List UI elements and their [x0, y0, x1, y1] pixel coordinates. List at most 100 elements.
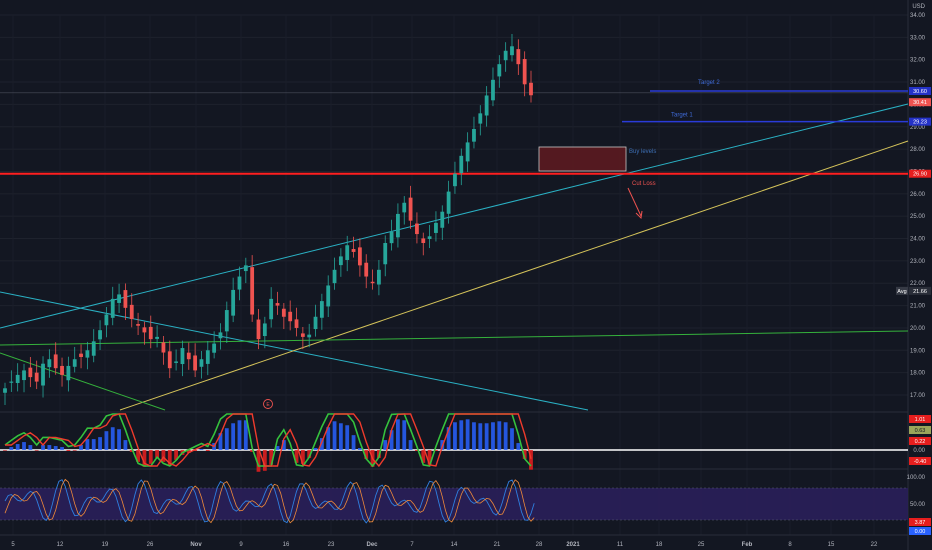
candle-body	[212, 343, 217, 353]
y-tick-label: 17.00	[910, 393, 926, 399]
candle-body	[60, 365, 64, 375]
candle-body	[389, 231, 394, 244]
macd-histogram-bar	[484, 423, 489, 450]
candle-body	[136, 324, 140, 326]
macd-histogram-bar	[472, 422, 476, 450]
y-tick-label: 29.00	[910, 125, 926, 131]
avg-value-text: 21.66	[913, 289, 927, 295]
macd-tag-5-text: -0.40	[914, 459, 927, 465]
buy-levels-box	[538, 146, 627, 172]
x-tick-label: 8	[788, 542, 792, 548]
macd-histogram-bar	[79, 445, 83, 450]
macd-histogram-bar	[427, 450, 432, 465]
x-tick-label: 16	[283, 542, 290, 548]
macd-histogram-bar	[503, 422, 508, 450]
candle-body	[161, 342, 166, 353]
macd-tag-2-text: 0.63	[915, 428, 926, 434]
x-tick-label: 23	[328, 542, 335, 548]
candle-body	[516, 49, 521, 65]
target1-label: Target 1	[671, 113, 693, 119]
y-tick-label: 25.00	[910, 214, 926, 220]
candle-body	[510, 46, 514, 56]
candle-body	[307, 334, 312, 338]
last-price-tag-text: 30.41	[913, 100, 927, 106]
macd-histogram-bar	[155, 450, 159, 458]
candle-body	[117, 294, 121, 303]
macd-histogram-bar	[91, 439, 96, 450]
green-trendline	[0, 352, 166, 411]
candle-body	[22, 370, 26, 381]
candle-body	[34, 372, 39, 382]
candle-body	[15, 374, 20, 384]
cut-loss-arrow	[627, 187, 642, 217]
macd-histogram-bar	[338, 423, 343, 450]
macd-histogram-bar	[148, 450, 153, 464]
target1-tag-text: 29.23	[913, 120, 927, 126]
candle-body	[193, 355, 198, 371]
candle-body	[262, 323, 267, 337]
macd-histogram-bar	[345, 425, 350, 450]
target2-tag-bg	[909, 86, 931, 95]
candle-body	[421, 238, 426, 243]
y-tick-label: 24.00	[910, 237, 926, 243]
macd-histogram-bar	[22, 442, 26, 450]
macd-zero-tick: 0.00	[913, 448, 925, 454]
candle-body	[345, 245, 350, 260]
macd-histogram-bar	[415, 450, 419, 451]
macd-tag-1: 1.01	[909, 415, 931, 423]
x-tick-label: Dec	[366, 542, 378, 548]
macd-histogram-bar	[142, 450, 147, 467]
candle-body	[205, 350, 210, 364]
macd-histogram-bar	[34, 450, 39, 451]
y-tick-label: 31.00	[910, 80, 926, 86]
macd-histogram-bar	[41, 445, 45, 450]
macd-tag-1-bg	[909, 415, 931, 423]
candle-body	[91, 341, 96, 356]
candle-body	[180, 348, 185, 365]
macd-histogram-bar	[288, 449, 293, 450]
x-tick-label: 21	[494, 542, 501, 548]
macd-histogram-bar	[313, 448, 318, 450]
candle-body	[294, 319, 299, 328]
x-tick-label: 7	[410, 542, 414, 548]
macd-tag-2-bg	[909, 426, 931, 434]
avg-tag: Avg 21.66	[896, 286, 931, 295]
macd-histogram-bar	[129, 450, 134, 452]
candle-body	[275, 303, 280, 306]
candle-body	[357, 247, 362, 266]
macd-histogram-bar	[161, 450, 166, 462]
candle-body	[79, 353, 83, 357]
cut-loss-tag-bg	[909, 169, 931, 178]
green-horizontal-line	[0, 330, 909, 346]
stoch-d-line	[4, 478, 535, 524]
candle-body	[313, 316, 318, 330]
candle-body	[459, 155, 464, 174]
macd-tag-1-text: 1.01	[915, 417, 926, 423]
stoch-tag-2-bg	[909, 527, 931, 535]
macd-histogram-bar	[434, 450, 438, 451]
macd-histogram-bar	[53, 446, 58, 450]
macd-histogram-bar	[218, 433, 223, 450]
macd-signal-line	[5, 413, 532, 468]
macd-histogram-bar	[98, 437, 102, 450]
avg-label-bg	[896, 286, 908, 295]
candle-body	[104, 314, 109, 326]
candle-body	[224, 310, 229, 332]
macd-histogram-bar	[256, 450, 261, 472]
x-tick-label: 9	[239, 542, 243, 548]
macd-histogram-bar	[262, 450, 267, 471]
macd-histogram-bar	[15, 444, 20, 450]
macd-histogram-bar	[465, 419, 470, 450]
macd-histogram-bar	[174, 450, 179, 460]
candle-body	[237, 276, 242, 290]
macd-histogram-bar	[529, 450, 533, 470]
macd-histogram-bar	[60, 447, 64, 450]
candle-body	[288, 311, 293, 322]
macd-histogram-bar	[250, 450, 255, 452]
y-tick-label: 28.00	[910, 147, 926, 153]
macd-histogram-bar	[453, 422, 457, 450]
x-tick-label: 26	[147, 542, 154, 548]
macd-histogram-bar	[300, 450, 305, 464]
cut-loss-tag: 26.90	[909, 169, 931, 178]
